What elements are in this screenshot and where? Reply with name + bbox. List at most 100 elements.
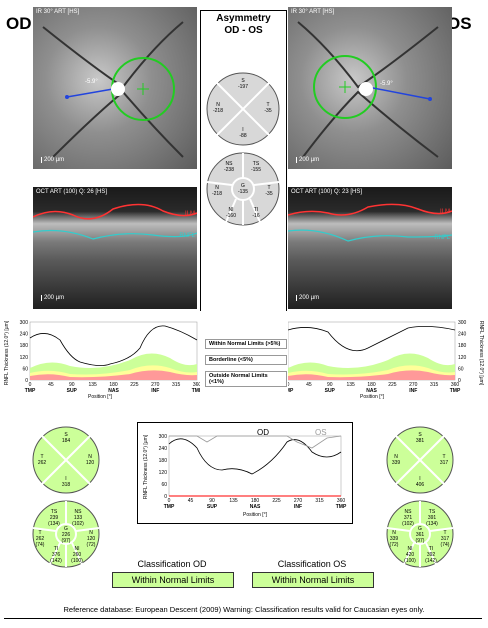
od6-ns-value: 133: [73, 515, 83, 521]
os-fundus-overlay: [297, 21, 439, 158]
os-rnfl-label: RNFL: [434, 235, 450, 241]
od-profile-xtick-label: 225: [130, 382, 139, 388]
asym2-t-label: T: [267, 185, 271, 191]
os-profile-xtick-label: 0: [288, 382, 290, 388]
asymmetry-title-line1: Asymmetry: [216, 13, 271, 24]
asym2-ti-value: -16: [252, 213, 260, 219]
os4-n-value: 339: [391, 460, 401, 466]
od6-ni-norm: (100): [71, 558, 83, 564]
os6-ni-value: 420: [405, 552, 415, 558]
region-label: TMP: [288, 388, 294, 394]
classification-od-value: Within Normal Limits: [112, 572, 234, 588]
combined-xticks: 0 45 90 135 180 225 270 315 360: [168, 498, 346, 504]
os-sector-quadrants: S 381 N 339 T 317 I 406: [386, 426, 454, 494]
od-rnfl-label: RNFL: [179, 233, 195, 239]
legend-outside: Outside Normal Limits (<1%): [205, 371, 287, 387]
asymmetry-title-line2: OD - OS: [224, 25, 263, 36]
od-sector-quadrants: S 184 T 262 N 120 I 318: [32, 426, 100, 494]
legend-within: Within Normal Limits (>5%): [205, 339, 287, 349]
od-fundus-image: IR 30° ART [HS] -5.9° 200 µm: [33, 7, 197, 169]
region-label: TMP: [192, 388, 200, 394]
os-profile-xtick-label: 270: [409, 382, 418, 388]
region-label: TMP: [25, 388, 36, 394]
footer-reference-text: Reference database: European Descent (20…: [63, 605, 425, 614]
os6-ns-value: 371: [403, 515, 413, 521]
od-fundus-title: IR 30° ART [HS]: [36, 9, 80, 15]
legend-borderline: Borderline (<5%): [205, 355, 287, 365]
od-oct-image: OCT ART (100) Q: 26 [HS] ILM RNFL 200 µm: [33, 187, 197, 309]
asym2-ni-label: NI: [228, 207, 234, 213]
os-fundus-image: IR 30° ART [HS] -5.9° 200 µm: [288, 7, 452, 169]
combined-ytick-label: 300: [159, 434, 168, 440]
os-oct-scale: 200 µm: [296, 295, 319, 301]
asym-t-label: T: [266, 102, 270, 108]
footer-divider: [4, 618, 482, 619]
os6-ti-norm: (142): [425, 558, 437, 564]
asym-s-label: S: [241, 78, 245, 84]
os4-i-value: 406: [415, 482, 425, 488]
combined-xtick-label: 270: [294, 498, 303, 504]
combined-xtick-label: 180: [251, 498, 260, 504]
os6-t-value: 317: [440, 536, 450, 542]
od-sector-six: TS 239 (134) NS 133 (102) T 262 (74) G 226 (97) …: [32, 500, 100, 568]
region-label: NAS: [366, 388, 377, 394]
os-eye-label: OS: [447, 14, 472, 33]
os-profile-ytick-label: 240: [458, 332, 467, 338]
od-oct-title: OCT ART (100) Q: 26 [HS]: [36, 189, 108, 195]
od6-ts-norm: (134): [48, 521, 60, 527]
combined-xtick-label: 315: [315, 498, 324, 504]
combined-xtick-label: 0: [168, 498, 171, 504]
region-label: NAS: [108, 388, 119, 394]
region-label: SUP: [207, 504, 218, 510]
od-oct-scale: 200 µm: [41, 295, 64, 301]
os-profile-ytick-label: 60: [458, 366, 464, 372]
combined-ytick-label: 120: [159, 470, 168, 476]
od-profile-xtick-label: 360: [193, 382, 200, 388]
combined-ytick-label: 180: [159, 458, 168, 464]
asym2-n-label: N: [215, 185, 219, 191]
od6-n-norm: (72): [86, 542, 96, 548]
os-profile-xtick-label: 315: [430, 382, 439, 388]
od6-t-value: 262: [35, 536, 45, 542]
combined-profile-chart: RNFL Thickness (12.0°) [µm] OD OS 300 240…: [143, 428, 347, 518]
asym-n-label: N: [216, 102, 220, 108]
od-ilm-label: ILM: [184, 211, 195, 217]
od6-g-norm: (97): [61, 538, 71, 544]
os-profile-ytick-label: 0: [458, 378, 461, 384]
classification-os-value: Within Normal Limits: [252, 572, 374, 588]
combined-xtick-label: 360: [337, 498, 346, 504]
asym2-n-value: -218: [211, 191, 222, 197]
od-angle-label: -5.9°: [85, 79, 98, 85]
od6-ti-value: 376: [51, 552, 61, 558]
od-profile-ytick-label: 240: [20, 332, 29, 338]
os6-g-norm: (97): [415, 538, 425, 544]
os-sector-six: NS 371 (102) TS 391 (134) N 339 (72) G 361 (97) …: [386, 500, 454, 568]
od4-i-value: 318: [61, 482, 71, 488]
os-ilm-label: ILM: [439, 209, 450, 215]
region-label: NAS: [250, 504, 261, 510]
od-profile-xticks: 0 45 90 135 180 225 270 315 360: [29, 382, 200, 388]
os-profile-ytick-label: 300: [458, 320, 467, 326]
od6-n-value: 120: [86, 536, 96, 542]
os-profile-xtick-label: 225: [388, 382, 397, 388]
os-profile-xtick-label: 360: [451, 382, 460, 388]
os-fundus-scale: 200 µm: [296, 157, 319, 163]
combined-xlabel: Position [°]: [243, 512, 268, 518]
region-label: INF: [294, 504, 302, 510]
od-profile-xtick-label: 315: [172, 382, 181, 388]
region-label: INF: [151, 388, 159, 394]
asymmetry-title: Asymmetry OD - OS: [200, 13, 287, 37]
od4-s-value: 184: [61, 438, 71, 444]
od4-t-value: 262: [37, 460, 47, 466]
od6-ti-norm: (142): [50, 558, 62, 564]
combined-ytick-label: 0: [164, 494, 167, 500]
os-oct-image: OCT ART (100) Q: 23 [HS] ILM RNFL 200 µm: [288, 187, 452, 309]
asym2-ns-value: -238: [223, 167, 234, 173]
od-fundus-scale: 200 µm: [41, 157, 64, 163]
os-profile-ylabel: RNFL Thickness (12.0°) [µm]: [478, 321, 484, 386]
classification-os-title: Classification OS: [277, 559, 347, 569]
os-oct-title: OCT ART (100) Q: 23 [HS]: [291, 189, 363, 195]
od6-ts-value: 239: [49, 515, 59, 521]
combined-xtick-label: 45: [188, 498, 194, 504]
od-profile-ytick-label: 120: [20, 355, 29, 361]
